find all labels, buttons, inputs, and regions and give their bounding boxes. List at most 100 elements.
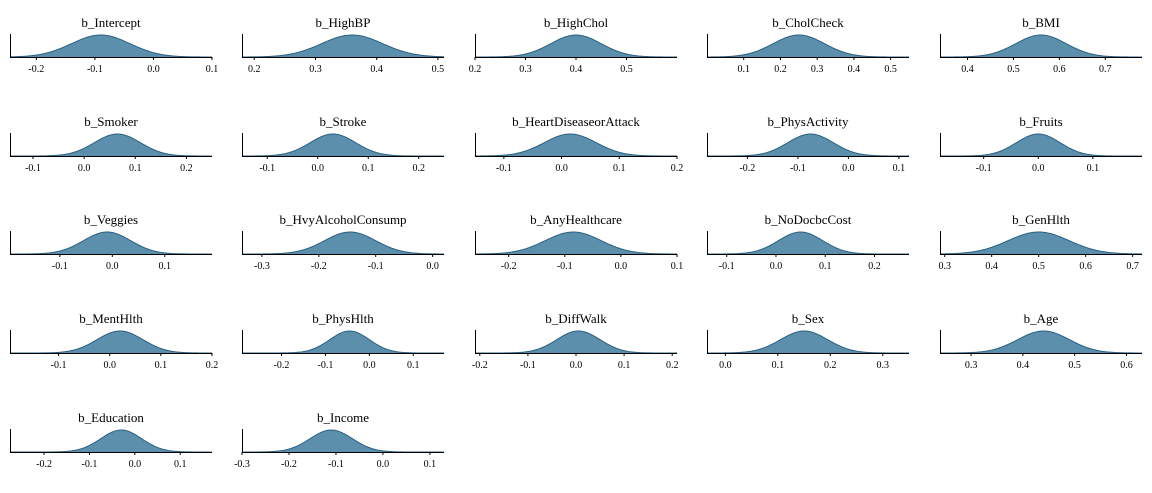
density-plot: -0.2 -0.1 0.0 0.1 [707,133,909,174]
density-panel: b_HeartDiseaseorAttack -0.1 0.0 0.1 0.2 [475,99,707,197]
x-tick-label: 0.0 [78,163,91,174]
density-area [475,35,677,57]
density-area [242,232,444,254]
x-tick-label: 0.5 [620,64,633,75]
x-tick-label: -0.1 [328,459,344,470]
density-area [10,35,212,57]
x-tick-label: 0.4 [1017,360,1030,371]
density-area [10,430,212,452]
x-tick-label: 0.1 [819,261,832,272]
density-panel: b_Fruits -0.1 0.0 0.1 [940,99,1152,197]
x-tick-label: -0.3 [254,261,270,272]
x-tick-label: -0.1 [496,163,512,174]
x-tick-label: -0.2 [739,163,755,174]
x-tick-label: 0.0 [103,360,116,371]
x-tick-label: 0.0 [129,459,142,470]
x-tick-label: -0.1 [719,261,735,272]
density-area [475,331,677,353]
x-tick-label: -0.1 [87,64,103,75]
density-panel: b_Stroke -0.1 0.0 0.1 0.2 [242,99,474,197]
x-tick-label: 0.3 [309,64,322,75]
panel-title: b_HvyAlcoholConsump [279,212,407,227]
density-line [707,133,909,157]
x-tick-label: 0.2 [206,360,219,371]
x-tick-label: -0.1 [520,360,536,371]
density-line [241,34,445,58]
density-panel: b_HvyAlcoholConsump -0.3 -0.2 -0.1 0.0 [242,197,474,295]
x-tick-label: -0.2 [501,261,517,272]
x-tick-label: 0.4 [848,64,861,75]
posterior-density-grid: b_Intercept -0.2 -0.1 0.0 0.1 b_HighBP 0.2 0.3 0… [9,0,1152,470]
density-plot: -0.1 0.0 0.1 [940,133,1142,174]
density-panel: b_Income -0.3 -0.2 -0.1 0.0 0.1 [234,395,474,493]
density-panel: b_GenHlth 0.3 0.4 0.5 0.6 0.7 [938,197,1152,295]
density-plot: -0.3 -0.2 -0.1 0.0 0.1 [234,429,444,470]
x-tick-label: -0.1 [259,163,275,174]
x-tick-label: 0.5 [1068,360,1081,371]
x-tick-label: 0.6 [1053,64,1066,75]
x-tick-label: -0.3 [234,459,250,470]
x-tick-label: -0.1 [51,360,67,371]
x-tick-label: 0.0 [426,261,439,272]
x-tick-label: 0.0 [842,163,855,174]
x-tick-label: 0.1 [737,64,750,75]
density-plot: -0.2 -0.1 0.0 0.1 [10,429,212,470]
x-tick-label: 0.3 [519,64,532,75]
density-line [10,429,212,453]
density-plot: 0.0 0.1 0.2 0.3 [706,330,909,371]
density-line [940,133,1142,157]
density-panel: b_Intercept -0.2 -0.1 0.0 0.1 [9,0,242,98]
x-tick-label: 0.1 [893,163,906,174]
density-plot: -0.1 0.0 0.1 0.2 [10,330,219,371]
density-line [9,34,212,58]
x-tick-label: 0.3 [811,64,824,75]
x-tick-label: 0.1 [618,360,631,371]
density-line [242,330,444,354]
x-tick-label: 0.5 [432,64,445,75]
panel-title: b_Smoker [84,114,138,129]
density-area [242,331,444,353]
density-plot: 0.3 0.4 0.5 0.6 [940,330,1142,371]
density-plot: -0.2 -0.1 0.0 0.1 [474,231,683,272]
panel-title: b_PhysActivity [767,114,849,129]
x-tick-label: -0.2 [28,64,44,75]
density-area [242,35,444,57]
x-tick-label: 0.2 [774,64,787,75]
x-tick-label: 0.7 [1099,64,1112,75]
panel-title: b_HighBP [315,15,371,30]
panel-title: b_DiffWalk [545,311,607,326]
density-plot: 0.4 0.5 0.6 0.7 [940,34,1142,75]
x-tick-label: 0.2 [248,64,261,75]
x-tick-label: 0.6 [1079,261,1092,272]
density-area [940,35,1142,57]
x-tick-label: -0.1 [790,163,806,174]
x-tick-label: 0.1 [1087,163,1100,174]
x-tick-label: 0.3 [877,360,890,371]
x-tick-label: 0.2 [671,163,684,174]
density-area [940,134,1142,156]
density-line [940,34,1142,58]
x-tick-label: -0.2 [472,360,488,371]
x-tick-label: 0.2 [666,360,679,371]
x-tick-label: 0.1 [174,459,187,470]
x-tick-label: 0.1 [772,360,785,371]
x-tick-label: 0.0 [363,360,376,371]
density-area [940,331,1142,353]
density-plot: -0.2 -0.1 0.0 0.1 [9,34,219,75]
x-tick-label: 0.1 [206,64,219,75]
x-tick-label: 0.0 [555,163,568,174]
density-panel: b_Age 0.3 0.4 0.5 0.6 [940,296,1152,394]
x-tick-label: 0.1 [159,261,172,272]
density-line [242,231,444,255]
panel-title: b_Sex [791,311,825,326]
x-tick-label: 0.2 [868,261,881,272]
x-tick-label: 0.0 [147,64,160,75]
density-line [475,133,678,157]
x-tick-label: 0.1 [407,360,420,371]
density-line [10,133,213,157]
x-tick-label: 0.6 [1120,360,1133,371]
x-tick-label: -0.1 [976,163,992,174]
density-area [707,134,909,156]
panel-title: b_BMI [1022,15,1060,30]
x-tick-label: 0.7 [1126,261,1139,272]
